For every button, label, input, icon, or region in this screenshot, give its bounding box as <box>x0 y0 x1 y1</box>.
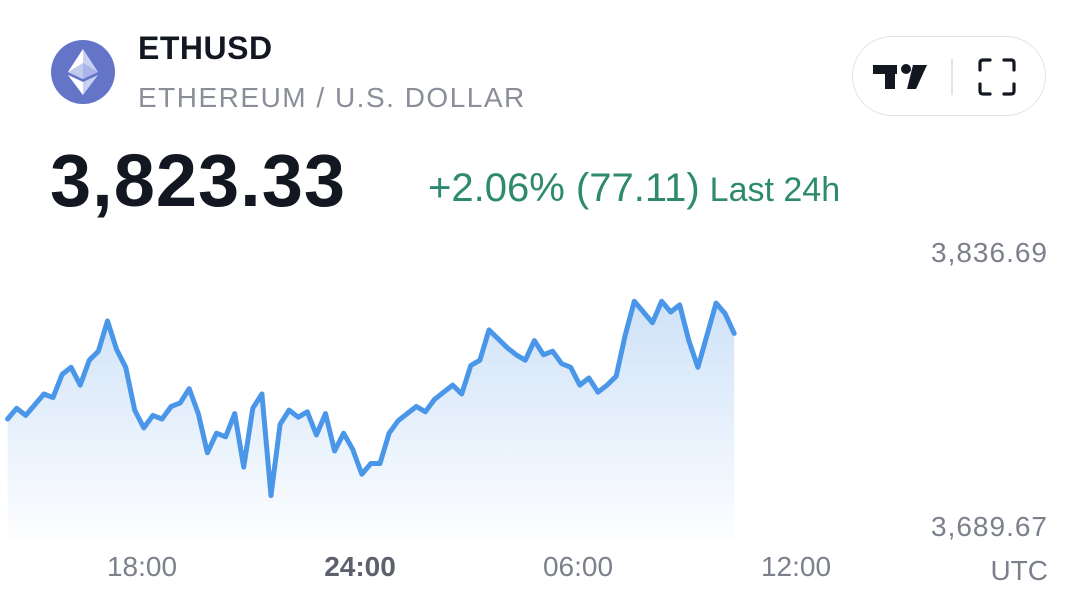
toolbar-divider <box>951 59 953 95</box>
fullscreen-button[interactable] <box>977 57 1017 97</box>
y-axis-max-label: 3,836.69 <box>931 237 1048 268</box>
ethereum-logo-icon <box>51 40 115 104</box>
change-period: Last 24h <box>709 171 841 209</box>
current-price: 3,823.33 <box>50 139 347 222</box>
tradingview-logo-icon <box>873 64 927 89</box>
x-tick-label: 18:00 <box>107 551 177 582</box>
ethereum-icon <box>68 49 98 95</box>
symbol-full-name: ETHEREUM / U.S. DOLLAR <box>138 82 526 113</box>
timezone-label: UTC <box>990 555 1048 586</box>
price-change-value: +2.06% (77.11) <box>428 166 700 210</box>
x-tick-label: 12:00 <box>761 551 831 582</box>
price-area-fill <box>7 301 735 540</box>
x-tick-label: 06:00 <box>543 551 613 582</box>
x-tick-label: 24:00 <box>324 551 396 582</box>
price-change: +2.06% (77.11) Last 24h <box>428 166 840 211</box>
fullscreen-icon <box>978 58 1016 96</box>
symbol-title: ETHUSD <box>138 30 273 66</box>
y-axis-min-label: 3,689.67 <box>931 511 1048 542</box>
price-line <box>5 298 737 499</box>
tradingview-logo-button[interactable] <box>871 57 931 95</box>
chart-toolbar <box>852 36 1046 116</box>
